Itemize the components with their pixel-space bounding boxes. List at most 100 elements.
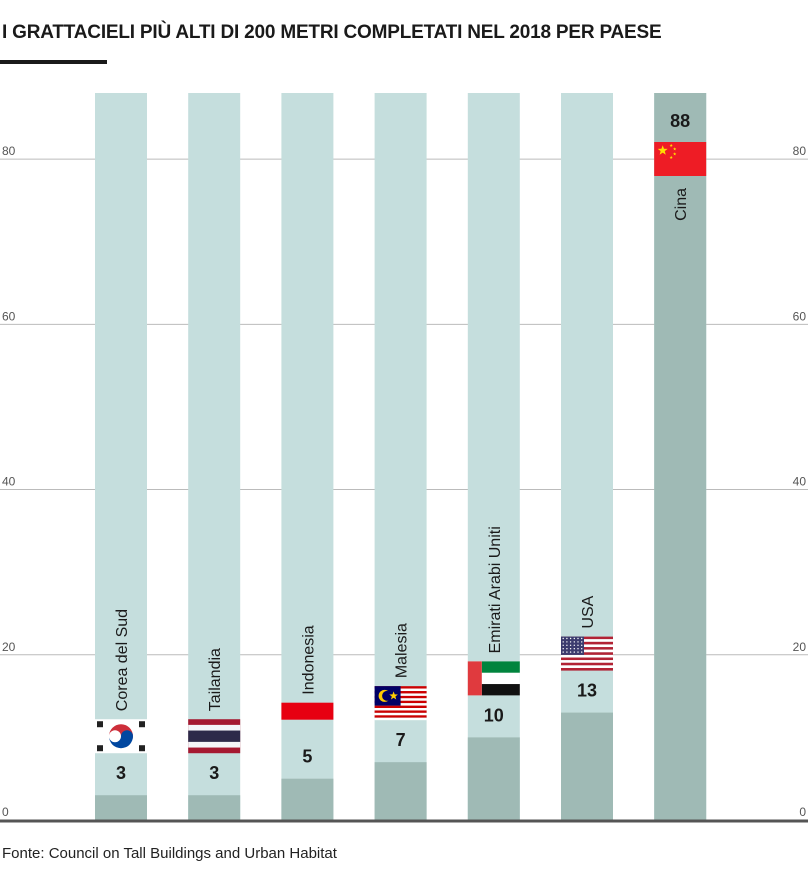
- flag-stripe: [561, 639, 613, 642]
- flag-star-dot: [566, 651, 568, 653]
- trigram: [97, 745, 103, 752]
- flag-star-dot: [577, 651, 579, 653]
- trigram: [139, 721, 145, 728]
- uae-flag-icon: [467, 661, 520, 696]
- y-tick-label-left-80: 80: [2, 144, 16, 158]
- flag-star: [669, 155, 673, 159]
- flag-stripe: [561, 667, 613, 671]
- flag-star-dot: [566, 641, 568, 643]
- category-label: Emirati Arabi Uniti: [487, 526, 504, 653]
- flag-stripe: [374, 705, 427, 709]
- bar: [188, 795, 241, 820]
- category-label: Corea del Sud: [114, 609, 131, 711]
- flag-stripe: [374, 708, 427, 711]
- flag-star-dot: [573, 644, 575, 647]
- flag-star-dot: [569, 644, 572, 647]
- bar-background: [188, 93, 241, 820]
- y-tick-label-left-0: 0: [2, 805, 9, 819]
- bar-group-usa: 13 USA: [561, 93, 613, 820]
- flag-star-dot: [573, 641, 575, 643]
- flag-star-dot: [581, 644, 583, 647]
- title-underline: [0, 60, 107, 64]
- y-tick-label-left-40: 40: [2, 475, 16, 489]
- trigram: [97, 721, 103, 728]
- flag-star-dot: [569, 648, 572, 650]
- flag-star-dot: [569, 641, 572, 643]
- data-label: 3: [116, 763, 126, 783]
- south-korea-flag-icon: [95, 719, 147, 754]
- trigram: [139, 745, 145, 752]
- chart-title: I GRATTACIELI PIÙ ALTI DI 200 METRI COMP…: [2, 22, 662, 43]
- flag-stripe: [561, 654, 613, 658]
- bar-group-malesia: 7 Malesia: [374, 93, 427, 820]
- flag-star-dot: [573, 651, 575, 653]
- flag-star-dot: [566, 644, 568, 647]
- flag-red: [467, 661, 482, 696]
- flag-star-dot: [581, 648, 583, 650]
- flag-green: [481, 661, 520, 673]
- malaysia-flag-icon: [374, 686, 427, 721]
- crescent-cut: [382, 690, 393, 701]
- flag-star-dot: [566, 648, 568, 650]
- flag-star-dot: [562, 641, 564, 643]
- bar: [374, 762, 427, 820]
- flag-star-dot: [562, 648, 564, 650]
- source-note: Fonte: Council on Tall Buildings and Urb…: [2, 845, 337, 862]
- y-tick-label-right-80: 80: [793, 144, 807, 158]
- flag-stripe: [561, 652, 613, 655]
- flag-stripe: [561, 649, 613, 653]
- data-label: 7: [396, 730, 406, 750]
- bar-group-cina: 88 Cina: [654, 93, 707, 820]
- flag-star-dot: [569, 637, 572, 640]
- y-tick-label-left-20: 20: [2, 640, 16, 654]
- flag-star-dot: [566, 637, 568, 640]
- flag-star: [657, 145, 668, 155]
- flag-star-dot: [577, 648, 579, 650]
- data-label: 88: [670, 111, 690, 131]
- data-label: 3: [209, 763, 219, 783]
- flag-stripe: [374, 717, 427, 721]
- y-tick-label-left-60: 60: [2, 309, 16, 323]
- flag-star-dot: [577, 637, 579, 640]
- bar: [467, 737, 520, 820]
- flag-star: [669, 143, 673, 147]
- flag-stripe: [561, 665, 613, 668]
- flag-star-dot: [562, 651, 564, 653]
- data-label: 13: [577, 681, 597, 701]
- bar-group-corea-del-sud: 3 Corea del Sud: [95, 93, 147, 820]
- flag-canton: [561, 636, 584, 655]
- bars-layer: 3 Corea del Sud 3 Tailandia 5 Indonesia 7 Males…: [95, 93, 707, 820]
- flag-star: [673, 152, 677, 156]
- thailand-flag-icon: [188, 719, 241, 754]
- indonesia-flag-icon: [281, 702, 334, 720]
- flag-stripe: [561, 660, 613, 663]
- category-label: Cina: [673, 188, 690, 221]
- category-label: Malesia: [394, 623, 411, 678]
- bar-background: [281, 93, 334, 820]
- category-label: Tailandia: [207, 648, 224, 711]
- data-label: 10: [484, 705, 504, 725]
- flag-star-dot: [581, 641, 583, 643]
- china-flag-icon: [654, 142, 707, 176]
- flag-star-dot: [573, 637, 575, 640]
- y-tick-label-right-20: 20: [793, 640, 807, 654]
- flag-star-dot: [562, 644, 564, 647]
- category-label: Indonesia: [300, 625, 317, 694]
- data-label: 5: [302, 747, 312, 767]
- flag-red-half: [281, 702, 334, 720]
- flag-stripe: [561, 644, 613, 648]
- bar: [95, 795, 147, 820]
- flag-star-dot: [581, 637, 583, 640]
- flag-star-dot: [577, 644, 579, 647]
- flag-stripe: [374, 710, 427, 713]
- flag-star-dot: [569, 651, 572, 653]
- flag-star-dot: [562, 637, 564, 640]
- bar: [561, 712, 613, 820]
- flag-star: [389, 691, 398, 700]
- flag-star-dot: [577, 641, 579, 643]
- flag-star-dot: [581, 651, 583, 653]
- flag-stripe: [374, 712, 427, 716]
- usa-flag-icon: [561, 636, 613, 671]
- flag-black: [481, 684, 520, 696]
- bar-group-indonesia: 5 Indonesia: [281, 93, 334, 820]
